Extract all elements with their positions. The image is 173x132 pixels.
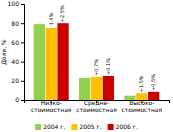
tick-mark: [21, 42, 24, 43]
plot: 0 20 40 60 80 100 Низко-стоимостная Средне-стои…: [0, 0, 170, 112]
legend-swatch: [108, 124, 114, 130]
x-axis: Низко-стоимостная Средне-стоимостная Высок…: [25, 99, 170, 113]
tick-mark: [21, 100, 24, 101]
tick-label: Высоко-стоимостная: [122, 99, 163, 113]
annotations: -1.4% +0.7% +1.5% +2.5% +0.1% +0.5%: [48, 5, 157, 92]
bars: [34, 23, 160, 100]
legend-swatch: [71, 124, 77, 130]
tick-label: 80: [11, 20, 19, 27]
tick: Низко-стоимостная: [31, 99, 72, 113]
tick: 80: [11, 20, 24, 27]
tick-label: 0: [15, 96, 19, 103]
tick: Высоко-стоимостная: [122, 99, 163, 113]
tick-mark: [21, 23, 24, 24]
tick: 0: [15, 96, 24, 103]
legend-label: 2006 г.: [116, 123, 138, 130]
tick: 20: [11, 77, 24, 84]
bar: [103, 76, 114, 100]
bar: [124, 96, 135, 100]
bar: [91, 77, 102, 100]
legend-item: 2006 г.: [108, 123, 138, 130]
tick: 100: [8, 0, 24, 7]
bar: [57, 23, 68, 100]
bar: [79, 78, 90, 100]
tick-label: Средне-стоимостная: [76, 99, 117, 113]
legend-label: 2004 г.: [43, 123, 65, 130]
annotation: +0.1%: [105, 58, 111, 75]
bar: [34, 24, 45, 100]
bar: [46, 28, 57, 100]
bar: [148, 92, 159, 100]
tick-label: 100: [8, 0, 20, 7]
y-axis: 0 20 40 60 80 100: [8, 0, 25, 103]
tick-mark: [21, 81, 24, 82]
axis-line: [21, 5, 25, 101]
annotation: +0.5%: [150, 74, 156, 91]
legend: 2004 г. 2005 г. 2006 г.: [35, 123, 138, 130]
annotation: -1.4%: [48, 12, 54, 27]
tick-label: Низко-стоимостная: [31, 99, 72, 113]
tick: Средне-стоимостная: [76, 99, 117, 113]
tick-mark: [21, 4, 24, 5]
annotation: +2.5%: [59, 5, 65, 22]
tick-label: 40: [11, 58, 19, 65]
tick-mark: [21, 62, 24, 63]
y-axis-title: Доля, %: [0, 39, 7, 65]
chart: 0 20 40 60 80 100 Низко-стоимостная Средне-стои…: [0, 0, 173, 132]
legend-label: 2005 г.: [79, 123, 101, 130]
bar: [136, 93, 147, 100]
annotation: +0.7%: [93, 59, 99, 76]
annotation: +1.5%: [138, 75, 144, 92]
tick: 40: [11, 58, 24, 65]
tick-label: 20: [11, 77, 19, 84]
legend-item: 2005 г.: [71, 123, 101, 130]
tick: 60: [11, 39, 24, 46]
legend-swatch: [35, 124, 41, 130]
tick-label: 60: [11, 39, 19, 46]
legend-item: 2004 г.: [35, 123, 65, 130]
